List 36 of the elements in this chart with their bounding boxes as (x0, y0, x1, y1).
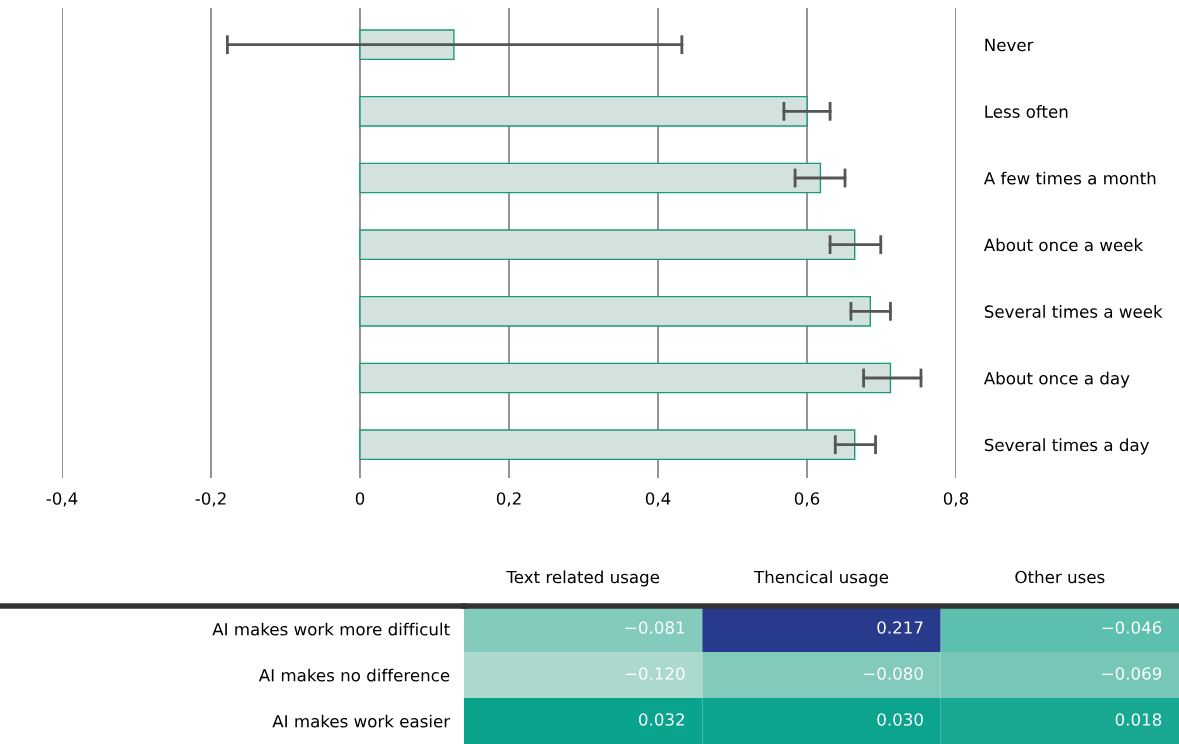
y-tick-label: Less often (985, 105, 1068, 118)
y-tick-label: AI makes no difference (258, 668, 450, 682)
x-tick-label: Text related usage (506, 570, 660, 587)
bar (359, 162, 822, 194)
data-label: 0.018 (1115, 713, 1162, 726)
x-tick-label: 0,6 (794, 492, 820, 507)
x-tick-label: 0 (355, 492, 365, 505)
y-tick-label: AI makes work more difficult (212, 622, 450, 636)
x-tick-label: 0,2 (496, 492, 521, 507)
bar (359, 362, 892, 394)
y-tick-label: About once a week (983, 238, 1144, 252)
data-label: −0.081 (625, 621, 685, 634)
data-label: −0.080 (864, 667, 923, 680)
y-tick-label: About once a day (983, 371, 1130, 388)
data-label: 0.030 (877, 713, 923, 726)
y-tick-label: A few times a month (983, 171, 1156, 185)
bar (359, 229, 856, 261)
data-label: −0.120 (625, 667, 685, 680)
data-label: 0.217 (877, 621, 923, 634)
y-tick-label: Never (985, 38, 1034, 52)
x-tick-label: 0,4 (645, 492, 671, 507)
data-label: −0.069 (1102, 667, 1162, 680)
x-tick-label: 0,8 (943, 492, 969, 507)
y-tick-label: AI makes work easier (272, 714, 451, 728)
bar (359, 429, 856, 461)
bar (359, 95, 808, 127)
x-tick-label: Thencical usage (753, 570, 889, 587)
bar (359, 29, 455, 61)
x-tick-label: -0,4 (46, 492, 78, 507)
data-label: −0.046 (1102, 621, 1162, 634)
y-tick-label: Several times a day (984, 438, 1150, 455)
y-tick-label: Several times a week (984, 305, 1163, 318)
x-tick-label: Other uses (1015, 570, 1105, 584)
bar (359, 295, 872, 327)
x-tick-label: -0,2 (195, 492, 226, 507)
data-label: 0.032 (639, 713, 684, 726)
